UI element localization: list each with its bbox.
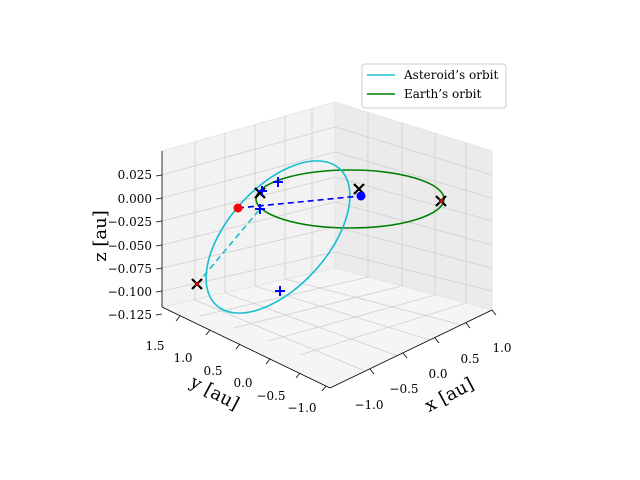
asteroid-orbit-line xyxy=(205,160,351,314)
x-axis-line xyxy=(329,309,493,389)
x-marker-highlights xyxy=(194,198,444,287)
z-tick-label: −0.125 xyxy=(108,308,152,322)
y-tick-marks xyxy=(175,315,327,392)
y-tick-label: 1.5 xyxy=(145,339,164,353)
asteroid-chord-connector xyxy=(196,208,261,285)
x-tick-label: 0.5 xyxy=(460,352,479,366)
plus-marker xyxy=(273,177,283,187)
y-axis-line xyxy=(161,306,331,389)
x-tick-label: −1.0 xyxy=(354,398,383,412)
plus-marker xyxy=(275,286,285,296)
z-tick-label: −0.050 xyxy=(108,239,152,253)
legend-box xyxy=(361,63,507,109)
y-tick-label: 1.0 xyxy=(173,351,192,365)
x-tick-marks xyxy=(369,309,497,375)
z-tick-label: −0.100 xyxy=(108,285,152,299)
plus-marker xyxy=(257,186,267,196)
x-tick-label: 0.0 xyxy=(428,367,447,381)
asteroid-point xyxy=(233,203,243,213)
x-marker xyxy=(254,187,266,199)
legend-label-asteroid: Asteroid’s orbit xyxy=(403,68,498,82)
x-tick-label: −0.5 xyxy=(389,382,418,396)
z-tick-label: −0.025 xyxy=(108,215,152,229)
z-tick-label: 0.025 xyxy=(118,168,152,182)
y-tick-label: 0.5 xyxy=(203,364,222,378)
plus-marker xyxy=(255,204,265,214)
grid-lines xyxy=(161,108,493,372)
x-tick-label: 1.0 xyxy=(492,341,511,355)
z-tick-label: −0.075 xyxy=(108,262,152,276)
y-tick-label: −1.0 xyxy=(287,401,316,415)
y-tick-label: −0.5 xyxy=(256,389,285,403)
z-tick-label: 0.000 xyxy=(118,192,152,206)
legend-label-earth: Earth’s orbit xyxy=(404,87,481,101)
z-tick-marks xyxy=(155,174,163,316)
earth-point xyxy=(356,191,366,201)
legend: Asteroid’s orbit Earth’s orbit xyxy=(361,63,507,109)
earth-asteroid-connector xyxy=(237,195,361,209)
y-tick-label: 0.0 xyxy=(233,376,252,390)
plus-markers xyxy=(255,177,285,296)
z-axis-label: z [au] xyxy=(90,210,111,262)
